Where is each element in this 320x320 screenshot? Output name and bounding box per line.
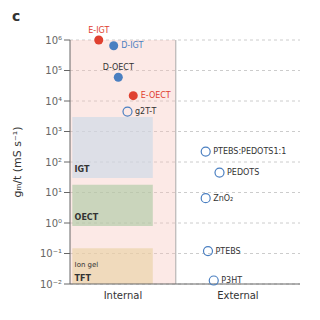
svg-text:10⁻²: 10⁻² (40, 279, 62, 290)
svg-text:IGT: IGT (75, 165, 90, 174)
svg-text:D-OECT: D-OECT (103, 63, 134, 72)
svg-text:E-IGT: E-IGT (88, 26, 109, 35)
svg-text:10¹: 10¹ (45, 187, 62, 198)
svg-text:10²: 10² (45, 157, 62, 168)
svg-text:D-IGT: D-IGT (121, 41, 143, 50)
svg-text:OECT: OECT (75, 213, 99, 222)
html-text:c: c (12, 8, 21, 24)
svg-text:Ion gel: Ion gel (75, 261, 99, 269)
svg-text:10⁰: 10⁰ (45, 218, 62, 229)
svg-text:ZnO₂: ZnO₂ (213, 194, 233, 203)
svg-text:PTEBS:PEDOTS1:1: PTEBS:PEDOTS1:1 (213, 147, 286, 156)
svg-text:PEDOTS: PEDOTS (227, 168, 259, 177)
svg-text:External: External (217, 290, 259, 301)
svg-text:gₘ/t (mS s⁻¹): gₘ/t (mS s⁻¹) (11, 126, 24, 197)
svg-text:10³: 10³ (45, 126, 62, 137)
svg-text:TFT: TFT (75, 274, 92, 283)
svg-text:g2T-T: g2T-T (135, 107, 156, 116)
svg-text:10⁶: 10⁶ (45, 35, 62, 46)
svg-text:E-OECT: E-OECT (141, 91, 171, 100)
svg-text:PTEBS: PTEBS (216, 247, 241, 256)
svg-text:10⁴: 10⁴ (45, 96, 62, 107)
svg-text:10⁵: 10⁵ (45, 65, 62, 76)
svg-text:P3HT: P3HT (221, 276, 242, 285)
svg-text:10⁻¹: 10⁻¹ (40, 248, 62, 259)
svg-text:Internal: Internal (104, 290, 143, 301)
